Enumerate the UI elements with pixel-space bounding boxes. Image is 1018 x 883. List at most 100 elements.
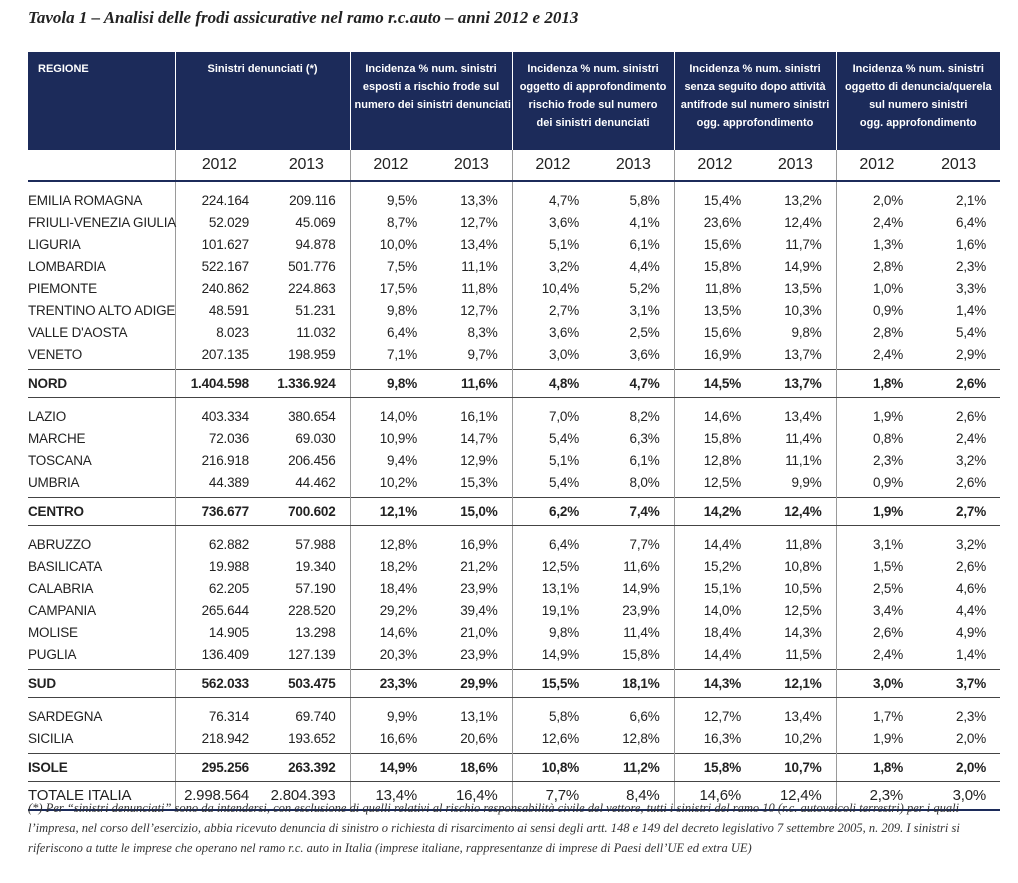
cell-value: 1.404.598 xyxy=(174,369,263,398)
year-label: 2012 xyxy=(673,150,756,182)
cell-value: 562.033 xyxy=(174,669,263,698)
cell-value: 1,8% xyxy=(835,369,918,398)
year-blank xyxy=(28,150,175,182)
header-line: sul numero sinistri xyxy=(869,99,968,111)
cell-value: 13,3% xyxy=(460,193,498,208)
region-name: ABRUZZO xyxy=(28,537,92,552)
cell-value: 3,2% xyxy=(956,452,987,468)
table-row: VALLE D'AOSTA 8.023 11.032 6,4% 8,3% 3,6% 2,5%… xyxy=(28,321,1000,343)
region-name: LOMBARDIA xyxy=(28,258,106,274)
year-label: 2013 xyxy=(755,150,837,182)
region-name: CALABRIA xyxy=(28,580,94,596)
cell-value: 15,6% xyxy=(673,233,756,255)
cell-value: 501.776 xyxy=(288,258,336,274)
cell-value: 10,5% xyxy=(784,580,822,596)
cell-value: 4,4% xyxy=(956,602,987,618)
cell-value: 7,4% xyxy=(593,497,675,526)
cell-value: 0,9% xyxy=(835,299,918,321)
header-line: Incidenza % num. sinistri xyxy=(365,63,497,75)
region-name: PIEMONTE xyxy=(28,280,97,296)
header-line: dei sinistri denunciati xyxy=(536,117,650,129)
cell-value: 10,9% xyxy=(349,427,432,449)
column-header: Sinistri denunciati (*) xyxy=(174,52,351,150)
table-row: MARCHE 72.036 69.030 10,9% 14,7% 5,4% 6,3% 15,8… xyxy=(28,427,1000,449)
cell-value: 2,0% xyxy=(956,730,987,746)
cell-value: 193.652 xyxy=(288,730,336,746)
subtotal-row: CENTRO 736.677 700.602 12,1% 15,0% 6,2% 7,4% 14… xyxy=(28,497,1001,526)
cell-value: 2.998.564 xyxy=(174,781,263,811)
cell-value: 45.069 xyxy=(295,214,336,230)
cell-value: 1.336.924 xyxy=(263,369,351,398)
region-name: TOSCANA xyxy=(28,452,92,468)
cell-value: 14,6% xyxy=(673,781,756,811)
table-row: TRENTINO ALTO ADIGE 48.591 51.231 9,8% 12,7%… xyxy=(28,299,1000,321)
cell-value: 14,3% xyxy=(673,669,756,698)
region-name: LIGURIA xyxy=(28,236,81,252)
cell-value: 12,8% xyxy=(673,449,756,471)
cell-value: 23,6% xyxy=(673,211,756,233)
cell-value: 2,6% xyxy=(917,369,1001,398)
header-row: REGIONE Sinistri denunciati (*) Incidenza … xyxy=(28,52,1001,150)
cell-value: 10,7% xyxy=(755,753,837,782)
cell-value: 4,6% xyxy=(956,580,987,596)
cell-value: 7,5% xyxy=(349,255,432,277)
cell-value: 18,2% xyxy=(349,555,432,577)
cell-value: 11,7% xyxy=(785,236,822,252)
subtotal-row: ISOLE 295.256 263.392 14,9% 18,6% 10,8% 11,2% 1… xyxy=(28,753,1001,782)
table-row: PIEMONTE 240.862 224.863 17,5% 11,8% 10,4% 5,2… xyxy=(28,277,1000,299)
cell-value: 2,9% xyxy=(956,346,987,362)
cell-value: 6,1% xyxy=(629,236,660,252)
region-name: ISOLE xyxy=(28,753,175,782)
cell-value: 6,4% xyxy=(956,214,987,230)
year-row: 2012 2013 2012 2013 2012 2013 2012 2013 2012 2013 xyxy=(28,150,1001,182)
cell-value: 1,8% xyxy=(835,753,918,782)
cell-value: 14,6% xyxy=(673,397,756,427)
cell-value: 16,6% xyxy=(349,727,432,754)
column-header: REGIONE xyxy=(28,52,175,150)
cell-value: 39,4% xyxy=(460,602,498,618)
cell-value: 3,7% xyxy=(917,669,1001,698)
cell-value: 14,5% xyxy=(673,369,756,398)
cell-value: 44.389 xyxy=(174,471,263,498)
cell-value: 4,9% xyxy=(956,624,987,640)
cell-value: 3,6% xyxy=(629,346,660,362)
region-name: NORD xyxy=(28,369,175,398)
cell-value: 224.164 xyxy=(174,181,263,211)
cell-value: 13,1% xyxy=(460,709,498,724)
cell-value: 12,4% xyxy=(755,781,837,811)
cell-value: 8,4% xyxy=(593,781,675,811)
cell-value: 9,5% xyxy=(349,181,432,211)
year-label: 2012 xyxy=(511,150,594,182)
cell-value: 52.029 xyxy=(174,211,263,233)
cell-value: 15,2% xyxy=(673,555,756,577)
cell-value: 7,7% xyxy=(629,537,660,552)
cell-value: 14,0% xyxy=(673,599,756,621)
cell-value: 14,9% xyxy=(511,643,594,670)
cell-value: 101.627 xyxy=(174,233,263,255)
cell-value: 18,1% xyxy=(593,669,675,698)
cell-value: 206.456 xyxy=(288,452,336,468)
table-header: REGIONE Sinistri denunciati (*) Incidenza … xyxy=(28,52,1001,182)
cell-value: 13,4% xyxy=(784,709,822,724)
cell-value: 20,6% xyxy=(460,730,498,746)
cell-value: 44.462 xyxy=(295,474,336,490)
region-name: VALLE D'AOSTA xyxy=(28,324,128,340)
cell-value: 3,4% xyxy=(835,599,918,621)
cell-value: 11,6% xyxy=(623,558,660,574)
cell-value: 5,4% xyxy=(511,427,594,449)
cell-value: 5,1% xyxy=(511,233,594,255)
cell-value: 15,3% xyxy=(460,474,498,490)
cell-value: 8.023 xyxy=(174,321,263,343)
cell-value: 16,1% xyxy=(460,409,498,424)
cell-value: 13,1% xyxy=(511,577,594,599)
table-row: ABRUZZO 62.882 57.988 12,8% 16,9% 6,4% 7,7% 14,… xyxy=(28,525,1000,555)
cell-value: 2,3% xyxy=(956,709,987,724)
cell-value: 15,8% xyxy=(673,427,756,449)
cell-value: 14,6% xyxy=(349,621,432,643)
cell-value: 23,9% xyxy=(622,602,660,618)
cell-value: 736.677 xyxy=(174,497,263,526)
cell-value: 12,7% xyxy=(460,302,498,318)
cell-value: 12,7% xyxy=(673,697,756,727)
subtotal-row: NORD 1.404.598 1.336.924 9,8% 11,6% 4,8% 4,7% 1… xyxy=(28,369,1001,398)
